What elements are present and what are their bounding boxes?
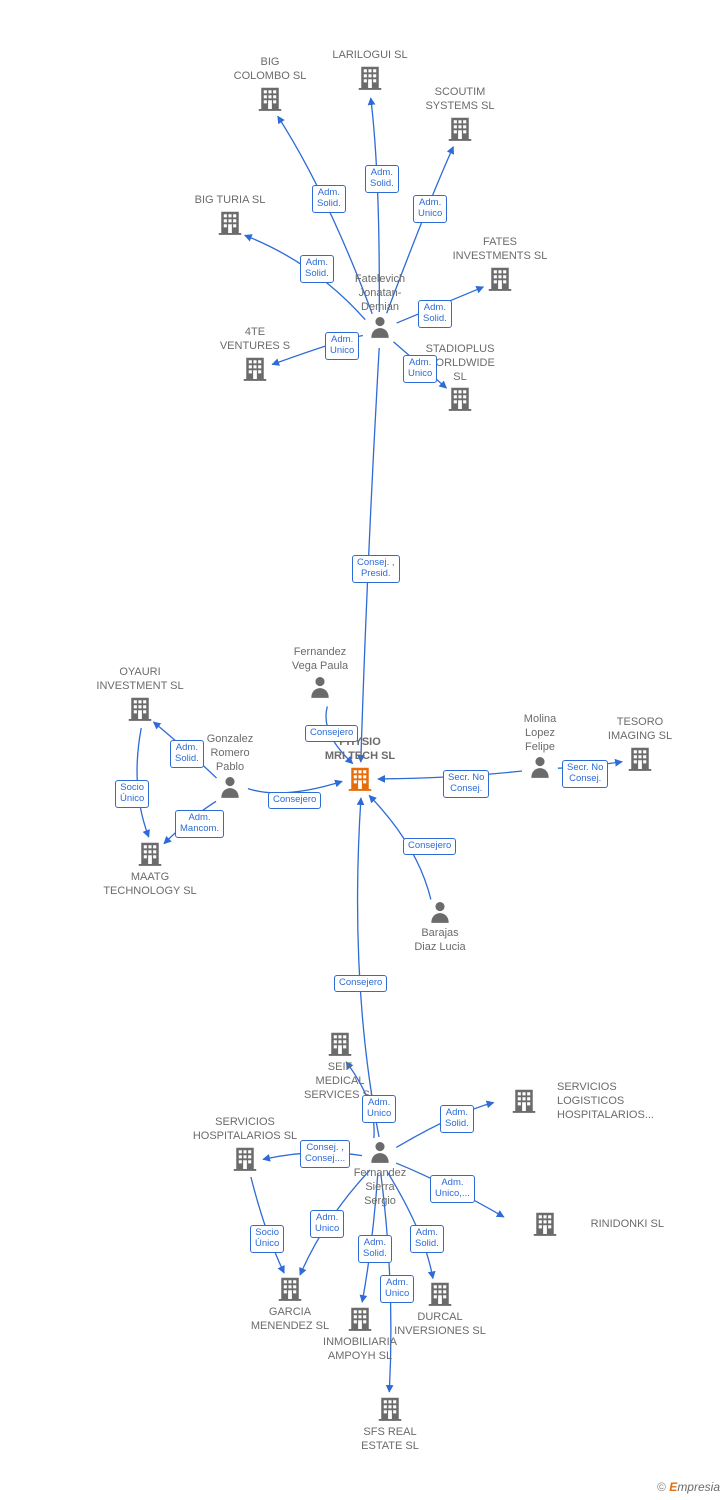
node-label: SCOUTIMSYSTEMS SL: [405, 86, 515, 114]
node-physio[interactable]: PHYSIOMRI TECH SL: [305, 734, 415, 794]
node-scoutim[interactable]: SCOUTIMSYSTEMS SL: [405, 84, 515, 144]
brand-rest: mpresia: [677, 1480, 720, 1494]
edge-label: Consejero: [334, 975, 387, 992]
footer-branding: © Empresia: [657, 1480, 720, 1494]
edge-label: Consej. ,Consej....: [300, 1140, 350, 1168]
node-serv_hosp[interactable]: SERVICIOSHOSPITALARIOS SL: [190, 1114, 300, 1174]
node-seif[interactable]: SEIFMEDICALSERVICES SL: [290, 1029, 390, 1102]
node-sfs[interactable]: SFS REALESTATE SL: [340, 1394, 440, 1454]
node-label: BIGCOLOMBO SL: [215, 56, 325, 84]
edge-label: Consej. ,Presid.: [352, 555, 400, 583]
edge-label: Adm.Unico: [413, 195, 447, 223]
node-barajas[interactable]: BarajasDiaz Lucia: [390, 899, 490, 955]
node-big_turia[interactable]: BIG TURIA SL: [175, 192, 285, 238]
edge-label: Adm.Unico: [362, 1095, 396, 1123]
edge-label: SocioÚnico: [115, 780, 149, 808]
node-fernandez_vega[interactable]: FernandezVega Paula: [265, 644, 375, 700]
node-rinidonki[interactable]: RINIDONKI SL: [504, 1209, 664, 1239]
edge-label: Consejero: [268, 792, 321, 809]
node-big_colombo[interactable]: BIGCOLOMBO SL: [215, 54, 325, 114]
node-oyauri[interactable]: OYAURIINVESTMENT SL: [85, 664, 195, 724]
edge-label: Secr. NoConsej.: [443, 770, 489, 798]
node-label: OYAURIINVESTMENT SL: [85, 666, 195, 694]
node-label: FATESINVESTMENTS SL: [445, 236, 555, 264]
edge-label: Secr. NoConsej.: [562, 760, 608, 788]
node-label: SFS REALESTATE SL: [340, 1426, 440, 1454]
edge-label: Adm.Solid.: [358, 1235, 392, 1263]
node-label: LARILOGUI SL: [315, 49, 425, 63]
edge-label: Adm.Solid.: [440, 1105, 474, 1133]
copyright-symbol: ©: [657, 1480, 666, 1494]
edge-label: Adm.Unico: [310, 1210, 344, 1238]
edge-label: Adm.Solid.: [365, 165, 399, 193]
edge-label: Adm.Solid.: [312, 185, 346, 213]
edge-label: Adm.Solid.: [410, 1225, 444, 1253]
node-label: SERVICIOSLOGISTICOSHOSPITALARIOS...: [557, 1081, 654, 1122]
edge-label: Adm.Mancom.: [175, 810, 224, 838]
node-label: BarajasDiaz Lucia: [390, 927, 490, 955]
node-label: SERVICIOSHOSPITALARIOS SL: [190, 1116, 300, 1144]
node-4te[interactable]: 4TEVENTURES S: [200, 324, 310, 384]
edge-label: Adm.Solid.: [170, 740, 204, 768]
node-label: FernandezSierraSergio: [330, 1167, 430, 1208]
node-label: 4TEVENTURES S: [200, 326, 310, 354]
edge-label: Adm.Solid.: [418, 300, 452, 328]
edge-label: Consejero: [403, 838, 456, 855]
node-label: TESOROIMAGING SL: [585, 716, 695, 744]
node-label: BIG TURIA SL: [175, 194, 285, 208]
node-label: RINIDONKI SL: [591, 1218, 664, 1232]
edge-label: SocioÚnico: [250, 1225, 284, 1253]
node-label: MAATGTECHNOLOGY SL: [100, 871, 200, 899]
edge-label: Adm.Unico: [380, 1275, 414, 1303]
node-inmobiliaria[interactable]: INMOBILIARIAAMPOYH SL: [310, 1304, 410, 1364]
node-fates[interactable]: FATESINVESTMENTS SL: [445, 234, 555, 294]
node-label: INMOBILIARIAAMPOYH SL: [310, 1336, 410, 1364]
node-maatg[interactable]: MAATGTECHNOLOGY SL: [100, 839, 200, 899]
node-label: MolinaLopezFelipe: [485, 713, 595, 754]
node-label: FernandezVega Paula: [265, 646, 375, 674]
edge-label: Adm.Solid.: [300, 255, 334, 283]
edge-label: Adm.Unico,...: [430, 1175, 475, 1203]
edge-label: Adm.Unico: [403, 355, 437, 383]
edge-label: Consejero: [305, 725, 358, 742]
edge-label: Adm.Unico: [325, 332, 359, 360]
node-serv_log[interactable]: SERVICIOSLOGISTICOSHOSPITALARIOS...: [494, 1079, 654, 1122]
